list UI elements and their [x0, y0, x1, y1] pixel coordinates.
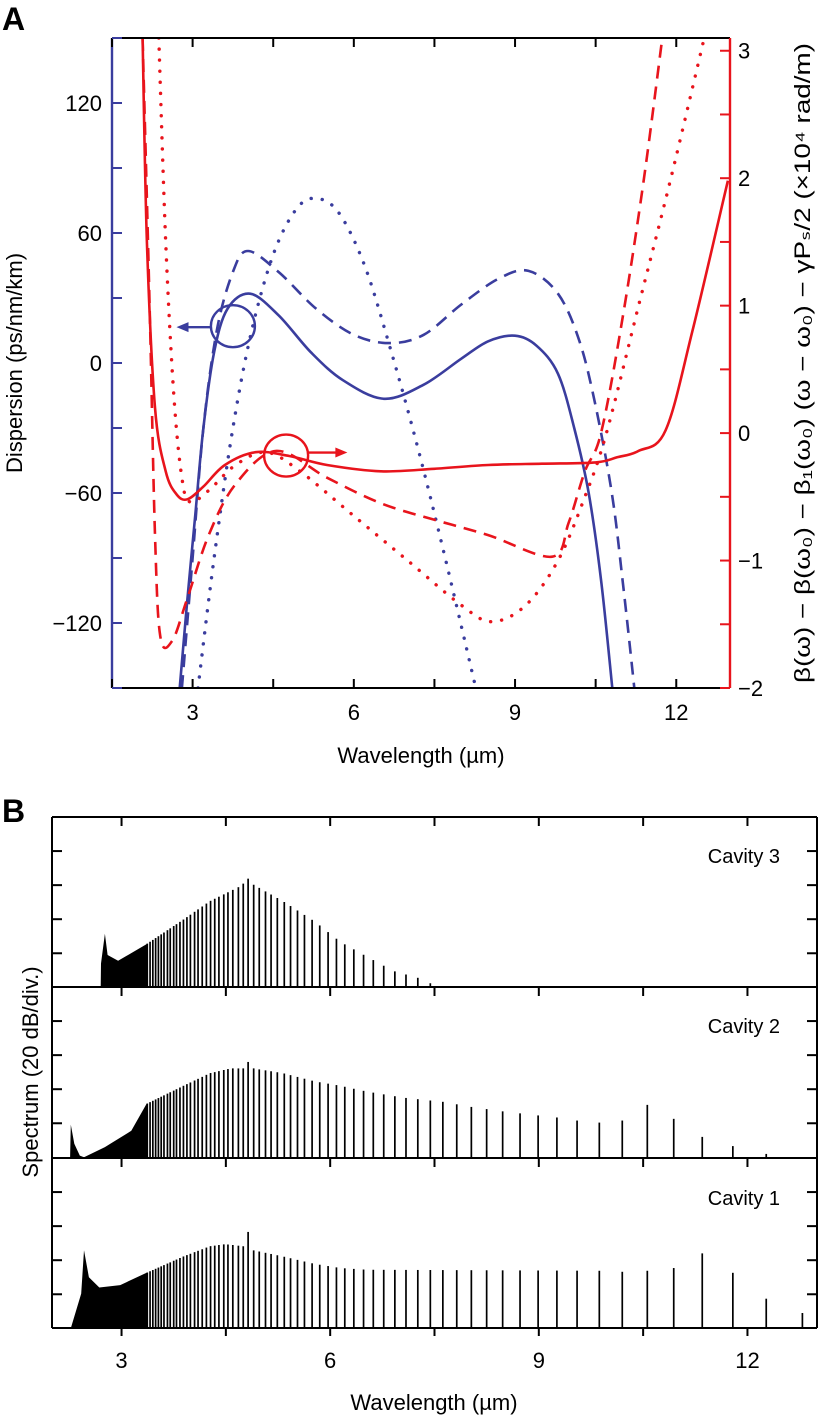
x-axis-label-a: Wavelength (µm): [337, 743, 504, 768]
y-axis-label-right: β(ω) − β(ω₀) − β₁(ω₀) (ω − ω₀) − γPₛ/2 (…: [790, 43, 815, 683]
y-tick-label-left: 0: [90, 351, 102, 376]
x-tick-label: 6: [324, 1348, 336, 1373]
y-tick-label-left: 120: [65, 91, 102, 116]
y-tick-label-right: 2: [738, 166, 750, 191]
panel-label-a: A: [2, 1, 25, 37]
y-tick-label-left: 60: [78, 221, 102, 246]
curves: [141, 38, 730, 688]
continuum-fill: [100, 933, 148, 988]
y-axis-label-left: Dispersion (ps/nm/km): [2, 253, 27, 473]
y-tick-label-right: 3: [738, 39, 750, 64]
phase-mismatch-dashed-curve: [141, 38, 664, 650]
y-tick-label-left: −60: [65, 481, 102, 506]
y-tick-label-right: 0: [738, 421, 750, 446]
continuum-fill: [70, 1103, 148, 1158]
cavity-label: Cavity 2: [708, 1016, 780, 1038]
y-tick-label-right: −1: [738, 549, 763, 574]
spectrum-cavity-3: [100, 878, 432, 988]
left-arrow-head-icon: [176, 322, 189, 333]
x-tick-label: 9: [509, 700, 521, 725]
y-axis-label-b: Spectrum (20 dB/div.): [18, 966, 43, 1177]
red-circle-marker: [262, 433, 310, 478]
spectrum-chart: Cavity 3 Cavity 2 Cavity 1 3 6 9 12: [51, 816, 818, 1373]
dispersion-dotted-curve: [196, 196, 478, 688]
cavity-label: Cavity 1: [708, 1188, 780, 1210]
x-axis-label-b: Wavelength (µm): [350, 1390, 517, 1415]
x-tick-label: 9: [533, 1348, 545, 1373]
y-tick-label-left: −120: [52, 611, 102, 636]
phase-mismatch-solid-curve: [141, 38, 730, 502]
panel-label-b: B: [2, 793, 25, 829]
cavity-label: Cavity 3: [708, 846, 780, 868]
dispersion-solid-curve: [178, 292, 614, 688]
x-tick-label: 12: [735, 1348, 759, 1373]
continuum-fill: [70, 1250, 148, 1329]
x-tick-label: 12: [664, 700, 688, 725]
x-tick-label: 3: [115, 1348, 127, 1373]
x-tick-label: 6: [348, 700, 360, 725]
x-tick-label: 3: [186, 700, 198, 725]
dispersion-dashed-curve: [180, 249, 636, 688]
y-tick-label-right: 1: [738, 294, 750, 319]
phase-mismatch-dotted-curve: [157, 38, 706, 624]
spectrum-cavity-1: [70, 1231, 804, 1329]
y-tick-label-right: −2: [738, 676, 763, 701]
right-arrow-head-icon: [335, 447, 348, 458]
spectrum-cavity-2: [70, 1061, 768, 1158]
